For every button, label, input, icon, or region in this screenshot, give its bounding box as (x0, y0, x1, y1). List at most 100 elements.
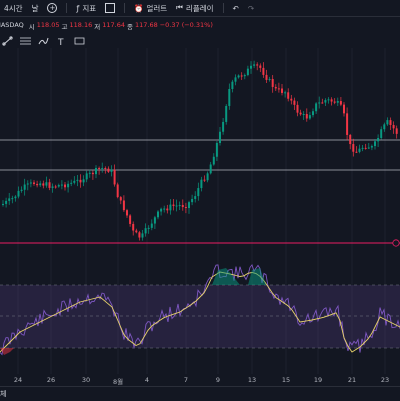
time-axis-tick: 8월 (112, 378, 124, 386)
candle-body (355, 151, 358, 153)
chart-type-button[interactable]: 날 (32, 3, 39, 14)
chart-canvas[interactable] (0, 0, 400, 374)
candle-body (392, 124, 395, 129)
candle-body (243, 75, 246, 77)
high-value: 118.16 (69, 21, 93, 29)
candle-body (234, 77, 237, 82)
candle-body (64, 184, 66, 188)
open-label: 시 (28, 23, 35, 31)
candle-body (169, 204, 172, 211)
brush-icon[interactable] (38, 31, 49, 45)
candle-body (250, 65, 252, 69)
candle-body (209, 164, 212, 174)
timeframe-selector[interactable]: 4시간 (4, 3, 23, 14)
candle-body (389, 120, 392, 125)
candle-body (129, 215, 132, 224)
time-axis-tick: 7 (183, 376, 189, 384)
candle-body (184, 207, 187, 209)
candle-body (228, 88, 231, 106)
candle-body (240, 75, 243, 77)
candle-body (160, 208, 163, 212)
candle-body (374, 141, 376, 147)
candle-body (246, 68, 249, 76)
candle-body (253, 64, 256, 66)
candle-body (262, 67, 265, 75)
toolbar-divider (66, 3, 68, 13)
candle-body (386, 120, 389, 125)
high-label: 고 (61, 23, 68, 31)
drawing-toolbar: T (0, 31, 85, 48)
candle-body (126, 210, 128, 216)
candle-body (367, 147, 370, 149)
candle-body (85, 173, 88, 180)
candle-body (305, 114, 308, 119)
candle-body (237, 75, 240, 78)
candle-body (175, 205, 178, 207)
candle-body (203, 179, 206, 181)
text-tool-icon[interactable]: T (56, 31, 67, 48)
candle-body (346, 113, 349, 135)
alert-label: 얼러트 (146, 3, 168, 13)
candle-body (119, 197, 122, 201)
candle-body (163, 208, 166, 210)
redo-button[interactable]: ↷ (248, 4, 254, 13)
candle-body (138, 232, 141, 238)
layouts-button[interactable] (105, 3, 116, 13)
rsi-pane (0, 263, 400, 356)
candle-body (48, 182, 51, 188)
candle-body (231, 81, 234, 89)
candle-body (358, 148, 361, 152)
candle-body (33, 182, 35, 184)
candle-body (321, 102, 324, 104)
measure-icon[interactable] (74, 31, 85, 45)
redo-icon: ↷ (247, 3, 255, 13)
fib-icon[interactable] (20, 31, 31, 45)
rsi-background-band (0, 285, 400, 348)
candle-body (57, 185, 60, 187)
candle-body (101, 167, 104, 169)
candle-body (172, 204, 175, 206)
candle-body (308, 115, 311, 119)
candle-body (343, 104, 345, 114)
candle-body (14, 196, 17, 199)
rsi-moving-average (0, 271, 400, 353)
candle-body (352, 144, 355, 152)
candle-body (91, 172, 94, 175)
rsi-overbought-fill (248, 268, 266, 285)
alert-button[interactable]: ⏰ 얼러트 (134, 3, 167, 14)
candle-body (377, 137, 380, 142)
compare-button[interactable]: + (47, 3, 58, 13)
time-axis[interactable]: 24 26 30 8월 4 7 9 13 15 19 21 23 (0, 374, 400, 386)
change-value: −0.37 (−0.31%) (159, 21, 213, 29)
close-value: 117.68 (134, 21, 158, 29)
candle-body (339, 101, 342, 105)
trendline-icon[interactable] (2, 31, 13, 46)
candle-body (116, 184, 119, 198)
ohlc-legend: NASDAQ 시 118.05 고 118.16 저 117.64 종 117.… (0, 21, 213, 31)
close-label: 종 (126, 23, 133, 31)
candle-body (144, 228, 147, 234)
candle-body (181, 205, 184, 208)
candle-body (265, 74, 268, 80)
time-axis-tick: 30 (81, 376, 91, 384)
indicators-icon: ƒ (76, 3, 80, 13)
time-axis-tick: 23 (380, 376, 390, 384)
toolbar-divider (124, 3, 126, 13)
indicators-button[interactable]: ƒ 지표 (76, 3, 96, 14)
candle-body (315, 103, 318, 112)
undo-button[interactable]: ↶ (233, 4, 239, 13)
replay-button[interactable]: ⏮ 리플레이 (176, 3, 213, 14)
candle-body (95, 167, 97, 175)
candle-body (39, 183, 42, 186)
candle-body (256, 64, 259, 66)
horizontal-lines (0, 139, 400, 247)
candle-body (29, 182, 32, 184)
low-label: 저 (94, 23, 101, 31)
candle-body (60, 184, 63, 186)
rsi-oversold-fill (0, 348, 14, 355)
candle-body (82, 179, 85, 183)
candle-body (327, 99, 330, 101)
time-axis-tick: 24 (13, 376, 23, 384)
candle-body (98, 167, 101, 169)
candle-body (194, 196, 197, 199)
